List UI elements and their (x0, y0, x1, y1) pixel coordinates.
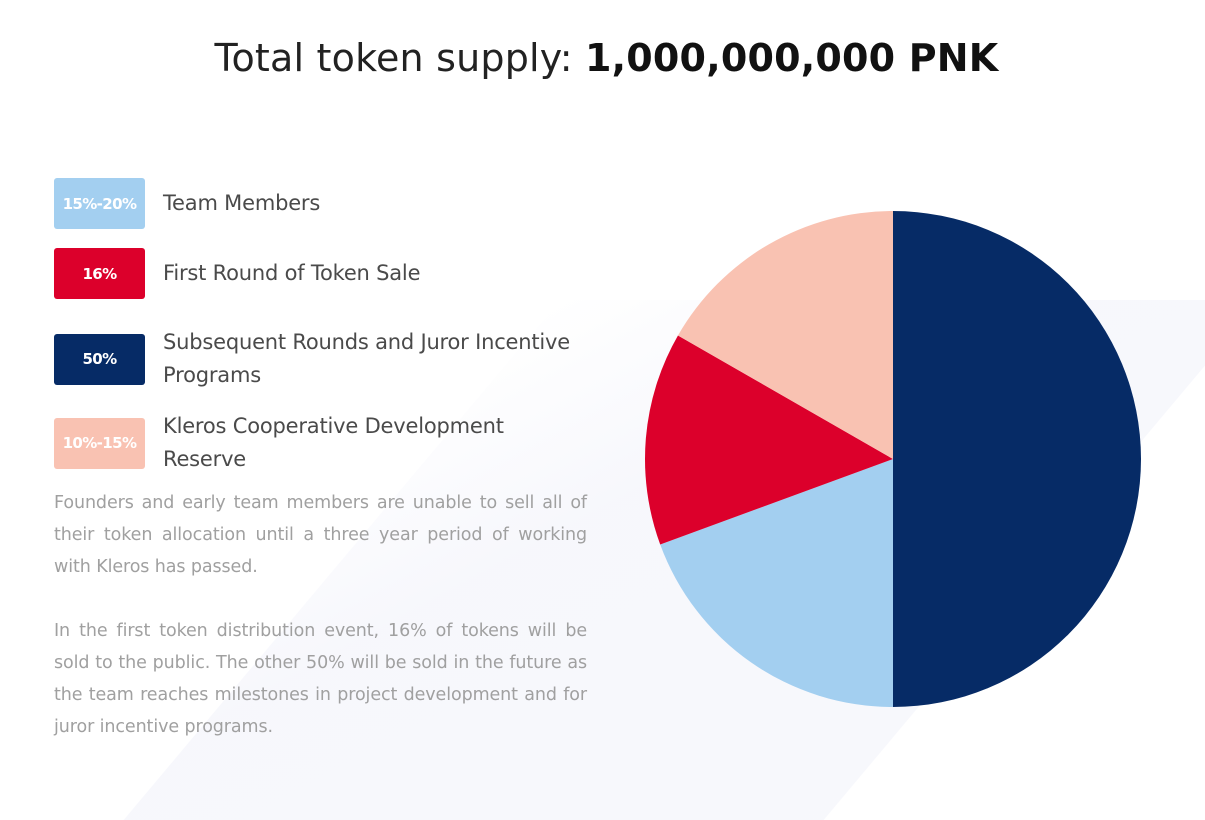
legend-label: Subsequent Rounds and Juror Incentive Pr… (163, 330, 570, 387)
title-prefix: Total token supply: (214, 36, 585, 80)
legend-item-first-round: 16% First Round of Token Sale (54, 248, 593, 299)
page-title: Total token supply: 1,000,000,000 PNK (0, 36, 1205, 80)
legend-badge: 15%-20% (54, 178, 145, 229)
legend-badge: 50% (54, 333, 145, 385)
pie-chart (645, 211, 1141, 707)
pie-slice (660, 459, 893, 707)
pie-slice (893, 211, 1141, 707)
legend-item-subsequent-rounds: 50% Subsequent Rounds and Juror Incentiv… (54, 326, 593, 392)
distribution-paragraph: In the first token distribution event, 1… (54, 621, 587, 737)
pie-slice (677, 211, 893, 459)
legend-item-team-members: 15%-20% Team Members (54, 178, 593, 229)
legend-label: Kleros Cooperative Development Reserve (163, 414, 504, 471)
pie-slice (645, 335, 893, 545)
legend-badge: 10%-15% (54, 417, 145, 469)
title-value: 1,000,000,000 PNK (585, 36, 999, 80)
pie-slices (645, 211, 1141, 707)
legend-label: Team Members (163, 191, 321, 215)
legend-label: First Round of Token Sale (163, 261, 421, 285)
vesting-paragraph: Founders and early team members are unab… (54, 493, 587, 577)
legend-item-cooperative-reserve: 10%-15% Kleros Cooperative Development R… (54, 410, 593, 476)
legend-badge: 16% (54, 248, 145, 299)
